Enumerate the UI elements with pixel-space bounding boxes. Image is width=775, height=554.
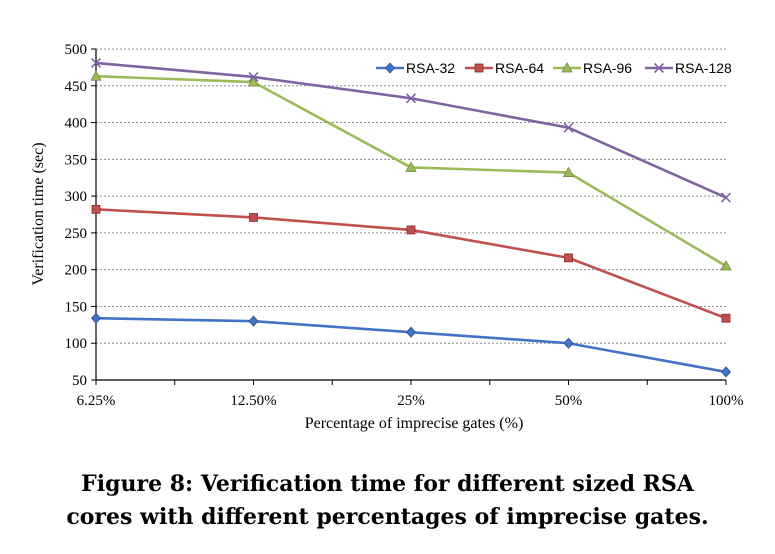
legend-label-rsa-128: RSA-128 <box>675 60 732 76</box>
legend-marker-rsa-96 <box>561 62 573 73</box>
x-tick-labels: 6.25% 12.50% 25% 50% 100% <box>77 393 744 409</box>
caption-line-2: cores with different percentages of impr… <box>66 504 709 530</box>
data-point-rsa-128-4 <box>720 192 732 203</box>
legend-marker-rsa-64 <box>474 63 484 73</box>
gridlines <box>96 48 726 344</box>
data-point-rsa-32-0 <box>90 312 102 324</box>
series-line-rsa-128 <box>95 61 727 199</box>
series-lines <box>95 61 727 374</box>
series-line-rsa-32 <box>95 316 727 374</box>
y-tick-label-400: 400 <box>65 116 88 132</box>
x-tick-label-0: 6.25% <box>77 393 116 409</box>
legend-marker-rsa-128 <box>653 62 665 74</box>
data-point-rsa-32-1 <box>248 315 259 327</box>
data-point-rsa-128-2-stroke-b <box>405 93 417 104</box>
y-tick-label-450: 450 <box>65 79 88 95</box>
data-point-rsa-96-1 <box>247 76 260 87</box>
y-tick-label-200: 200 <box>65 263 88 279</box>
data-point-rsa-32-4 <box>720 366 732 378</box>
axes <box>91 48 727 385</box>
line-chart: 50 100 150 200 250 300 350 400 450 500 6.25% 12.50… <box>30 42 744 432</box>
y-tick-label-300: 300 <box>65 189 88 205</box>
legend-marker-rsa-128-stroke-b <box>653 62 665 74</box>
x-tick-label-4: 100% <box>709 393 744 409</box>
series-markers <box>90 57 732 378</box>
data-point-rsa-96-2 <box>405 161 417 172</box>
y-tick-label-350: 350 <box>65 152 88 168</box>
data-point-rsa-96-4 <box>720 260 732 271</box>
y-axis-title: Verification time (sec) <box>30 142 47 285</box>
data-point-rsa-32-2 <box>405 326 417 338</box>
data-point-rsa-32-3 <box>563 337 574 349</box>
data-point-rsa-128-4-stroke-b <box>720 192 732 203</box>
data-point-rsa-64-2 <box>406 225 416 235</box>
y-tick-labels: 50 100 150 200 250 300 350 400 450 500 <box>65 42 88 389</box>
data-point-rsa-128-1 <box>248 71 259 83</box>
data-point-rsa-128-0-stroke-b <box>90 57 102 69</box>
data-point-rsa-96-3 <box>562 166 575 177</box>
y-tick-label-250: 250 <box>65 226 88 242</box>
x-axis-title: Percentage of imprecise gates (%) <box>305 415 524 432</box>
data-point-rsa-96-0 <box>90 70 102 81</box>
x-tick-label-3: 50% <box>555 393 583 409</box>
x-tick-label-1: 12.50% <box>230 393 276 409</box>
legend-item-rsa-32: RSA-32 <box>376 60 455 76</box>
figure-caption: Figure 8: Verification time for differen… <box>0 468 775 534</box>
data-point-rsa-64-3 <box>564 253 573 263</box>
data-point-rsa-128-0 <box>90 57 102 69</box>
y-tick-label-500: 500 <box>65 42 88 58</box>
data-point-rsa-128-1-stroke-b <box>248 71 259 83</box>
y-tick-label-50: 50 <box>72 373 87 389</box>
legend-label-rsa-64: RSA-64 <box>495 60 544 76</box>
x-tick-label-2: 25% <box>397 393 425 409</box>
legend-item-rsa-128: RSA-128 <box>645 60 732 76</box>
data-point-rsa-128-3-stroke-b <box>563 122 574 133</box>
legend-marker-rsa-32 <box>384 62 396 74</box>
data-point-rsa-64-0 <box>91 204 101 214</box>
y-tick-label-150: 150 <box>65 299 88 315</box>
y-tick-label-100: 100 <box>65 336 88 352</box>
data-point-rsa-128-3 <box>563 122 574 133</box>
data-point-rsa-128-2 <box>405 93 417 104</box>
data-point-rsa-64-1 <box>249 213 258 222</box>
legend: RSA-32 RSA-64 RSA-96 RSA-128 <box>376 60 732 76</box>
legend-label-rsa-96: RSA-96 <box>583 60 632 76</box>
legend-item-rsa-96: RSA-96 <box>553 60 632 76</box>
legend-item-rsa-64: RSA-64 <box>465 60 544 76</box>
data-point-rsa-64-4 <box>721 313 731 323</box>
caption-line-1: Figure 8: Verification time for differen… <box>81 471 694 497</box>
legend-label-rsa-32: RSA-32 <box>406 60 455 76</box>
